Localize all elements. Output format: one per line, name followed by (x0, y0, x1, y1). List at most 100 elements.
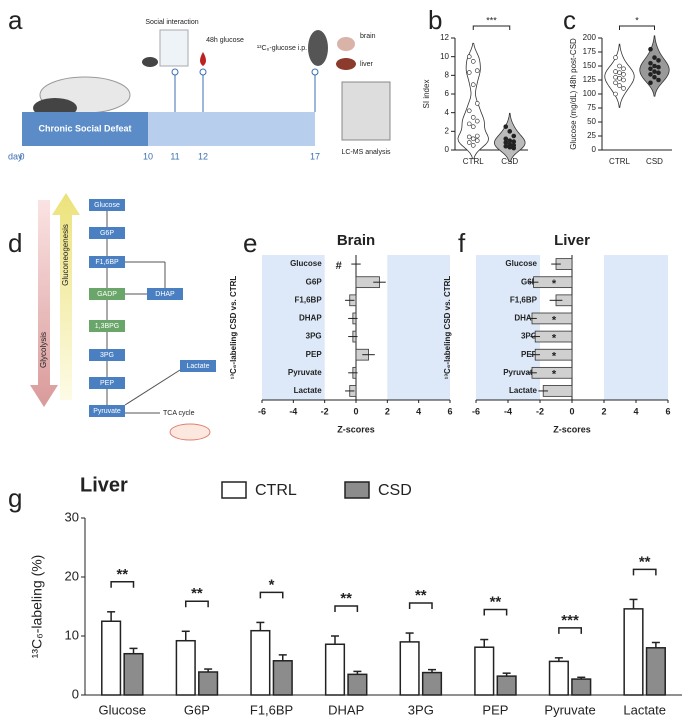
panel-label: g (8, 483, 22, 513)
significance-marker: * (552, 278, 557, 290)
bar (496, 675, 517, 696)
y-tick-label: 150 (583, 61, 597, 70)
bar-label: Chronic Social Defeat (38, 123, 131, 133)
day-label: 17 (310, 151, 320, 161)
x-tick-label: 0 (569, 406, 574, 416)
data-point (621, 86, 626, 91)
data-point (621, 66, 626, 72)
axis-label: day (8, 151, 23, 161)
violin (604, 43, 635, 108)
day-label: 0 (19, 151, 24, 161)
data-point (613, 74, 618, 80)
bar (645, 647, 666, 696)
x-tick-label: 0 (353, 406, 358, 416)
x-tick-label: G6P (184, 702, 210, 717)
significance-bracket (619, 25, 655, 30)
mouse-icon (308, 30, 328, 66)
x-tick-label: -6 (258, 406, 266, 416)
data-point (652, 74, 657, 80)
y-tick-label: 0 (592, 145, 597, 154)
shaded-region (476, 255, 540, 400)
y-tick-label: 50 (587, 117, 596, 126)
bar (623, 608, 644, 696)
data-point (511, 139, 517, 144)
data-point (617, 83, 622, 88)
bar (123, 652, 144, 696)
shaded-region (387, 255, 450, 400)
data-point (511, 133, 517, 139)
data-point (621, 72, 626, 77)
event-pin-head (199, 68, 207, 76)
data-point (617, 63, 622, 69)
data-point (474, 138, 480, 143)
y-tick-label: F1,6BP (510, 295, 538, 304)
data-point (470, 124, 476, 129)
x-tick-label: CSD (646, 157, 663, 166)
y-tick-label: 8 (445, 70, 450, 79)
x-tick-label: Glucose (98, 702, 146, 717)
data-point (474, 101, 480, 106)
shaded-region (604, 255, 668, 400)
y-axis-label: ¹³C₆-labeling (%) (29, 555, 45, 659)
chart-title: Brain (337, 232, 375, 249)
data-point (466, 140, 472, 145)
data-point (470, 59, 476, 64)
data-point (466, 134, 472, 140)
bar (272, 660, 293, 696)
node-label: Lactate (187, 363, 210, 370)
legend-swatch (344, 481, 370, 499)
data-point (503, 124, 509, 129)
x-tick-label: -4 (289, 406, 297, 416)
data-point (470, 115, 476, 120)
significance-bracket (110, 581, 135, 588)
node-box (89, 199, 125, 211)
data-point (511, 145, 517, 151)
node-box (89, 377, 125, 389)
y-axis-label: ¹³C₆-labeling CSD vs. CTRL (443, 276, 452, 380)
significance-label: *** (486, 15, 497, 25)
significance-bracket (632, 568, 657, 576)
x-axis-label: Z-scores (337, 424, 375, 434)
y-axis-label: Glucose (mg/dL) 48h post-CSD (569, 38, 578, 150)
pathway-link (124, 369, 181, 406)
node-box (147, 288, 183, 300)
y-tick-label: 100 (583, 89, 597, 98)
data-point (470, 136, 476, 142)
y-tick-label: 20 (65, 568, 79, 583)
node-box (89, 227, 125, 239)
data-point (507, 138, 513, 143)
panel-label: a (8, 5, 23, 35)
significance-marker: * (552, 351, 557, 363)
node-box (89, 320, 125, 332)
y-tick-label: Pyruvate (503, 368, 537, 377)
x-tick-label: -2 (536, 406, 544, 416)
y-tick-label: Pyruvate (288, 368, 322, 377)
event-pin-head (311, 68, 319, 76)
significance-label: ** (340, 590, 352, 607)
event-label: ¹³C₆-glucose i.p. (257, 45, 307, 52)
legend-label: CTRL (255, 482, 297, 499)
significance-marker: * (552, 314, 557, 326)
data-point (617, 76, 622, 81)
post-bar (148, 112, 315, 146)
panel-label: d (8, 228, 22, 258)
significance-label: ** (639, 553, 651, 570)
bar (399, 641, 420, 696)
data-point (656, 77, 661, 83)
day-label: 10 (143, 151, 153, 161)
y-tick-label: DHAP (514, 314, 537, 323)
x-tick-label: 6 (447, 406, 452, 416)
data-point (466, 121, 472, 127)
legend-label: CSD (378, 482, 412, 499)
node-label: 1,3BPG (95, 323, 120, 330)
y-tick-label: F1,6BP (295, 295, 323, 304)
significance-marker: # (336, 260, 342, 272)
data-point (474, 133, 480, 139)
node-label: Glucose (94, 202, 120, 209)
panel-label: f (458, 228, 466, 258)
panel-label: b (428, 5, 442, 35)
node-box (89, 288, 125, 300)
node-label: DHAP (155, 291, 175, 298)
x-tick-label: CTRL (609, 157, 630, 166)
y-tick-label: 200 (583, 33, 597, 42)
